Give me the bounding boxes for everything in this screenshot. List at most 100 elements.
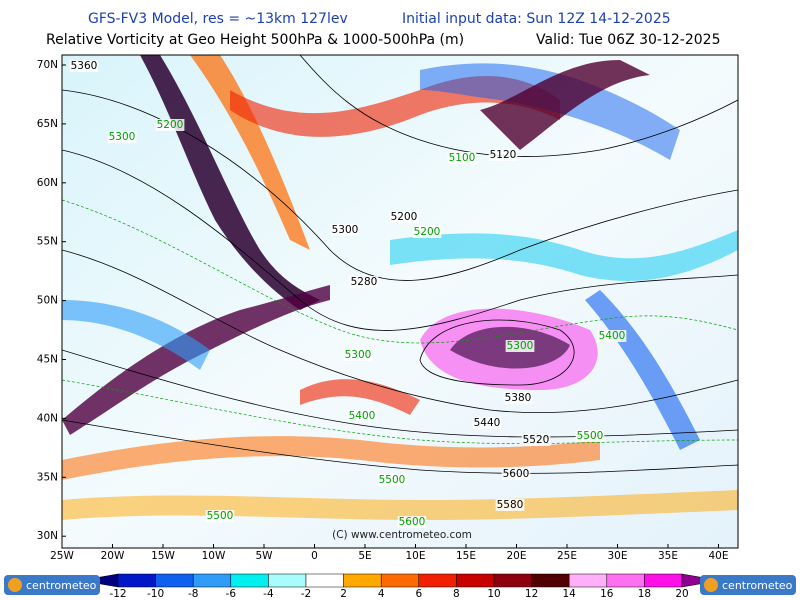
colorbar-tick-label: 18 bbox=[638, 588, 651, 600]
lon-label: 20E bbox=[507, 550, 527, 562]
contour-label-bg bbox=[575, 430, 605, 442]
vorticity-band bbox=[62, 300, 210, 370]
vorticity-band bbox=[420, 63, 680, 160]
contour-label-bg bbox=[447, 152, 477, 164]
contour-label-bg bbox=[412, 226, 442, 238]
model-title: GFS-FV3 Model, res = ~13km 127lev bbox=[88, 11, 348, 27]
contour-label: 5440 bbox=[474, 417, 501, 429]
colorbar-tick-label: 6 bbox=[415, 588, 422, 600]
colorbar-tick-label: 2 bbox=[340, 588, 347, 600]
colorbar-tick-label: -8 bbox=[188, 588, 198, 600]
contour-label: 5200 bbox=[414, 226, 441, 238]
contour-label: 5300 bbox=[507, 340, 534, 352]
contour-label: 5300 bbox=[345, 349, 372, 361]
lon-label: 40E bbox=[709, 550, 729, 562]
vorticity-band bbox=[390, 230, 738, 281]
lon-label: 5E bbox=[358, 550, 371, 562]
lat-label: 55N bbox=[37, 236, 58, 248]
colorbar: -12 -10 -8 -6 -4 -2 2 4 6 8 10 12 14 16 18 20 bbox=[80, 573, 720, 600]
lon-label: 30E bbox=[608, 550, 628, 562]
map-background bbox=[62, 55, 738, 548]
contour-label-bg bbox=[69, 60, 99, 72]
vorticity-band bbox=[300, 379, 420, 415]
valid-title: Valid: Tue 06Z 30-12-2025 bbox=[536, 32, 720, 48]
map-frame bbox=[61, 54, 739, 549]
colorbar-tick-label: -2 bbox=[301, 588, 311, 600]
vorticity-band bbox=[480, 60, 650, 150]
contour-label: 5400 bbox=[599, 330, 626, 342]
contour-label: 5520 bbox=[523, 434, 550, 446]
contour-label: 5120 bbox=[490, 149, 517, 161]
logo-icon bbox=[704, 578, 718, 592]
lon-label: 0 bbox=[311, 550, 318, 562]
contour-label: 5600 bbox=[399, 516, 426, 528]
contour-label-bg bbox=[505, 340, 535, 352]
thickness-lines bbox=[62, 199, 738, 444]
copyright: (C) www.centrometeo.com bbox=[332, 529, 472, 541]
contour-label: 5500 bbox=[207, 510, 234, 522]
colorbar-segment bbox=[568, 573, 608, 588]
contour-label: 5580 bbox=[497, 499, 524, 511]
lon-label: 15E bbox=[456, 550, 476, 562]
lon-label: 10E bbox=[406, 550, 426, 562]
lon-label: 15W bbox=[151, 550, 175, 562]
logo-icon bbox=[8, 578, 22, 592]
colorbar-tick-label: -4 bbox=[263, 588, 274, 600]
lon-label: 20W bbox=[101, 550, 125, 562]
contour-label: 5200 bbox=[157, 119, 184, 131]
contour-label: 5380 bbox=[505, 392, 532, 404]
lat-label: 40N bbox=[37, 412, 58, 424]
colorbar-segment bbox=[418, 573, 457, 588]
contour-label: 5400 bbox=[349, 410, 376, 422]
contour-label-bg bbox=[389, 211, 419, 223]
vorticity-band bbox=[62, 285, 330, 435]
colorbar-segment bbox=[493, 573, 532, 588]
contour-label: 5300 bbox=[332, 224, 359, 236]
lon-label: 35E bbox=[658, 550, 678, 562]
colorbar-tick-label: -6 bbox=[226, 588, 237, 600]
contour-label: 5360 bbox=[71, 60, 98, 72]
lat-label: 30N bbox=[37, 530, 58, 542]
field-title: Relative Vorticity at Geo Height 500hPa … bbox=[46, 32, 464, 48]
contour-label-bg bbox=[343, 349, 373, 361]
colorbar-segment bbox=[531, 573, 570, 588]
contour-label: 5500 bbox=[577, 430, 604, 442]
colorbar-segment bbox=[343, 573, 382, 588]
colorbar-segment bbox=[644, 573, 683, 588]
lat-label: 50N bbox=[37, 295, 58, 307]
contour-label-bg bbox=[501, 468, 531, 480]
colorbar-segment bbox=[268, 573, 307, 588]
colorbar-segment bbox=[192, 573, 232, 588]
vorticity-band bbox=[62, 436, 600, 480]
logo-badge bbox=[4, 575, 100, 595]
contour-label: 5600 bbox=[503, 468, 530, 480]
colorbar-tick-label: 12 bbox=[525, 588, 538, 600]
contour-label-bg bbox=[330, 224, 360, 236]
colorbar-tick-label: -12 bbox=[109, 588, 126, 600]
logo-text: centrometeo bbox=[722, 579, 793, 592]
lat-label: 35N bbox=[37, 471, 58, 483]
contour-label-bg bbox=[521, 434, 551, 446]
contour-label-bg bbox=[397, 516, 427, 528]
colorbar-tick-label: 10 bbox=[487, 588, 500, 600]
lat-label: 45N bbox=[37, 354, 58, 366]
colorbar-tick-label: 8 bbox=[453, 588, 460, 600]
contour-label: 5200 bbox=[391, 211, 418, 223]
colorbar-segment bbox=[230, 573, 269, 588]
lat-label: 65N bbox=[37, 118, 58, 130]
contour-label: 5100 bbox=[449, 152, 476, 164]
lon-label: 25W bbox=[50, 550, 74, 562]
contour-label-bg bbox=[347, 410, 377, 422]
colorbar-tick-label: 14 bbox=[563, 588, 577, 600]
lon-label: 25E bbox=[557, 550, 577, 562]
vorticity-band bbox=[140, 55, 320, 310]
contour-label-bg bbox=[495, 499, 525, 511]
contour-label-bg bbox=[488, 149, 518, 161]
colorbar-tick-label: 16 bbox=[600, 588, 614, 600]
colorbar-segment bbox=[606, 573, 645, 588]
contour-label-bg bbox=[205, 510, 235, 522]
logo-text: centrometeo bbox=[26, 579, 97, 592]
contour-label: 5500 bbox=[379, 474, 406, 486]
